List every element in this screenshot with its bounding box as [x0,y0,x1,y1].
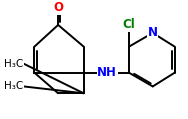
Text: H₃C: H₃C [4,59,24,69]
Text: O: O [53,1,63,14]
Text: H₃C: H₃C [4,81,24,91]
Text: Cl: Cl [123,18,136,31]
Text: N: N [148,26,158,39]
Text: NH: NH [97,66,117,79]
